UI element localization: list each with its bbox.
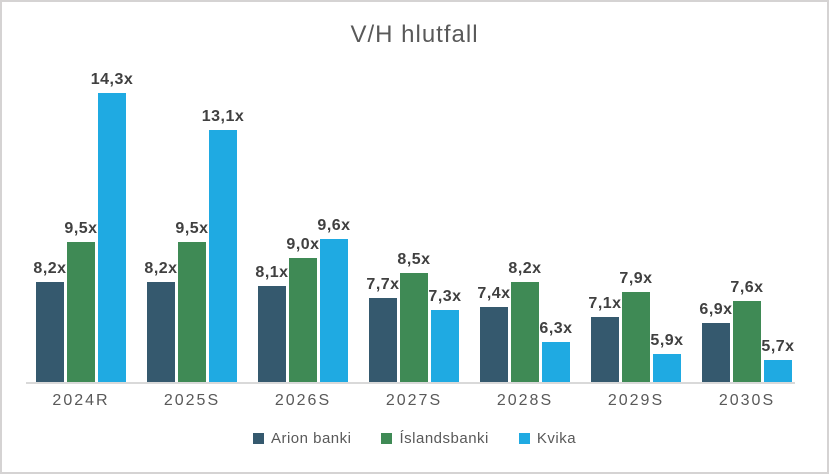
x-axis-label-2028s: 2028S [496,392,554,409]
bar-value-label: 9,0x [286,236,320,253]
legend-label-kvika: Kvika [536,430,577,447]
x-axis-label-2024r: 2024R [52,392,110,409]
x-axis-label-2029s: 2029S [607,392,665,409]
bar-islandsbanki-2028s: 8,2x [508,260,541,382]
x-axis-labels: 2024R 2025S 2026S 2027S 2028S 2029S 2030S [26,392,795,410]
bar-islandsbanki-2026s: 9,0x [286,236,319,382]
legend-label-arion-banki: Arion banki [270,430,352,447]
bar-value-label: 7,3x [428,288,462,305]
bar-rect [400,273,428,382]
bar-value-label: 9,5x [64,220,98,237]
bar-group-2026s: 8,1x 9,0x 9,6x [255,217,350,382]
bar-islandsbanki-2025s: 9,5x [175,220,208,382]
bar-value-label: 7,1x [588,295,622,312]
bar-value-label: 7,7x [366,276,400,293]
plot-area: 8,2x 9,5x 14,3x 8,2x 9,5x 13,1x 8,1x 9,0x 9,6x 7,… [26,66,795,384]
bar-kvika-2029s: 5,9x [650,332,683,382]
legend-item-islandsbanki: Íslandsbanki [381,430,488,447]
bar-islandsbanki-2030s: 7,6x [730,279,763,382]
bar-rect [178,242,206,382]
bar-value-label: 8,1x [255,264,289,281]
bar-rect [542,342,570,382]
bar-rect [511,282,539,382]
bar-value-label: 5,9x [650,332,684,349]
bar-kvika-2027s: 7,3x [428,288,461,382]
bar-rect [653,354,681,382]
bar-arion-banki-2026s: 8,1x [255,264,288,382]
bar-rect [209,130,237,382]
bar-kvika-2026s: 9,6x [317,217,350,382]
bar-value-label: 7,6x [730,279,764,296]
bar-group-2030s: 6,9x 7,6x 5,7x [699,279,794,382]
legend: Arion banki Íslandsbanki Kvika [2,430,827,447]
bar-arion-banki-2028s: 7,4x [477,285,510,382]
bar-rect [369,298,397,382]
bar-islandsbanki-2027s: 8,5x [397,251,430,382]
x-axis-label-2026s: 2026S [274,392,332,409]
bar-arion-banki-2025s: 8,2x [144,260,177,382]
bar-value-label: 9,6x [317,217,351,234]
bar-rect [258,286,286,382]
bar-value-label: 7,4x [477,285,511,302]
bar-value-label: 6,9x [699,301,733,318]
bar-kvika-2028s: 6,3x [539,320,572,382]
x-axis-label-2030s: 2030S [718,392,776,409]
bar-arion-banki-2027s: 7,7x [366,276,399,382]
chart-title: V/H hlutfall [350,21,479,48]
bar-value-label: 5,7x [761,338,795,355]
bar-islandsbanki-2029s: 7,9x [619,270,652,382]
bar-value-label: 14,3x [90,71,134,88]
bar-rect [733,301,761,382]
bar-group-2029s: 7,1x 7,9x 5,9x [588,270,683,382]
legend-swatch-islandsbanki [381,433,393,444]
bar-kvika-2025s: 13,1x [202,108,244,382]
bar-value-label: 8,2x [144,260,178,277]
bar-value-label: 8,2x [508,260,542,277]
legend-swatch-arion-banki [252,433,264,444]
bar-rect [764,360,792,382]
bar-rect [67,242,95,382]
bar-group-2028s: 7,4x 8,2x 6,3x [477,260,572,382]
bar-rect [591,317,619,382]
bar-arion-banki-2024r: 8,2x [33,260,66,382]
legend-label-islandsbanki: Íslandsbanki [399,430,489,447]
bar-arion-banki-2029s: 7,1x [588,295,621,382]
bar-group-2025s: 8,2x 9,5x 13,1x [144,108,244,382]
bar-value-label: 6,3x [539,320,573,337]
bar-rect [36,282,64,382]
bar-kvika-2024r: 14,3x [91,71,133,382]
legend-swatch-kvika [518,433,530,444]
legend-item-arion-banki: Arion banki [252,430,352,447]
bar-rect [147,282,175,382]
bar-value-label: 8,2x [33,260,67,277]
x-axis-label-2027s: 2027S [385,392,443,409]
bar-rect [702,323,730,382]
bar-value-label: 9,5x [175,220,209,237]
bar-value-label: 8,5x [397,251,431,268]
bar-islandsbanki-2024r: 9,5x [64,220,97,382]
bar-kvika-2030s: 5,7x [761,338,794,382]
bar-value-label: 7,9x [619,270,653,287]
bar-rect [289,258,317,382]
bar-rect [622,292,650,382]
x-axis-label-2025s: 2025S [163,392,221,409]
bar-rect [320,239,348,382]
legend-item-kvika: Kvika [518,430,577,447]
bar-value-label: 13,1x [201,108,245,125]
bar-group-2027s: 7,7x 8,5x 7,3x [366,251,461,382]
bar-rect [480,307,508,382]
bar-rect [431,310,459,382]
bar-group-2024r: 8,2x 9,5x 14,3x [33,71,133,382]
bar-arion-banki-2030s: 6,9x [699,301,732,382]
bar-rect [98,93,126,382]
